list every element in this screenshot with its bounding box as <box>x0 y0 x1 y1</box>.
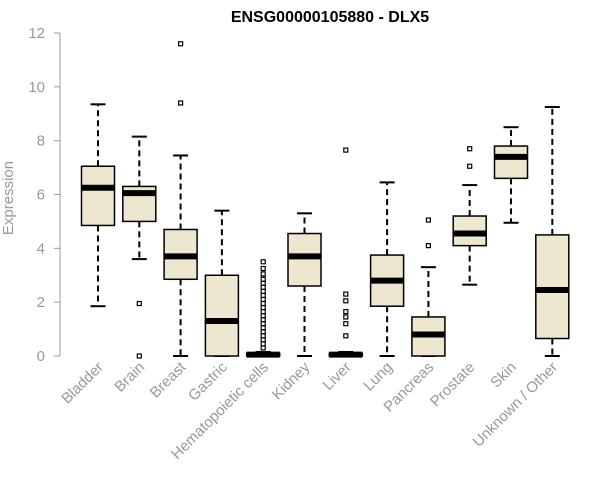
outlier-point <box>425 217 431 223</box>
outlier-point <box>136 353 142 359</box>
outlier-point <box>343 147 349 153</box>
outlier-point <box>343 291 349 297</box>
y-tick-label: 12 <box>28 25 45 42</box>
x-tick-label: Prostate <box>427 359 479 411</box>
box-kidney <box>287 212 322 357</box>
outlier-point <box>343 308 349 315</box>
box-breast <box>163 41 198 357</box>
outlier-point <box>260 300 266 307</box>
outlier-point <box>260 313 266 319</box>
y-tick-label: 2 <box>37 294 45 311</box>
outlier-point <box>260 265 266 272</box>
box-liver <box>328 147 364 358</box>
y-tick-label: 6 <box>37 187 45 204</box>
x-tick-label: Breast <box>147 358 190 401</box>
x-tick-label: Skin <box>487 359 520 392</box>
outlier-point <box>343 321 349 327</box>
outlier-point <box>178 100 184 106</box>
outlier-point <box>260 304 266 311</box>
outlier-point <box>343 298 349 304</box>
outlier-point <box>467 146 473 152</box>
outlier-point <box>178 41 184 47</box>
outlier-point <box>260 271 266 277</box>
box-bladder <box>80 103 116 308</box>
outlier-point <box>343 314 349 320</box>
box-gastric <box>204 209 240 357</box>
outlier-point <box>260 308 266 315</box>
x-tick-label: Liver <box>320 359 355 394</box>
outlier-point <box>260 276 266 282</box>
box-unknown-other <box>535 106 570 357</box>
iqr-box <box>287 232 322 287</box>
outlier-point <box>467 163 473 169</box>
outlier-point <box>260 337 266 343</box>
outlier-point <box>260 259 266 265</box>
box-hematopoietic-cells <box>245 259 281 358</box>
x-tick-label: Brain <box>111 359 148 396</box>
iqr-box <box>535 234 570 340</box>
y-axis-ticks: 0 2 4 6 8 10 12 <box>28 25 60 365</box>
y-tick-label: 0 <box>37 348 45 365</box>
box-brain <box>122 135 157 359</box>
iqr-box <box>80 165 116 227</box>
outlier-point <box>260 292 266 299</box>
box-series <box>80 41 570 359</box>
outlier-point <box>260 333 266 339</box>
outlier-point <box>260 329 266 335</box>
y-tick-label: 8 <box>37 133 45 150</box>
outlier-point <box>343 333 349 339</box>
outlier-point <box>260 345 266 351</box>
x-tick-label: Bladder <box>58 359 107 408</box>
y-tick-label: 4 <box>37 240 45 257</box>
outlier-point <box>260 325 266 331</box>
box-lung <box>369 181 405 357</box>
outlier-point <box>260 284 266 290</box>
box-skin <box>493 126 529 224</box>
outlier-point <box>260 317 266 323</box>
y-axis-label: Expression <box>0 161 17 235</box>
outlier-point <box>260 296 266 303</box>
y-tick-label: 10 <box>28 79 45 96</box>
outlier-point <box>260 341 266 347</box>
outlier-point <box>136 300 142 307</box>
outlier-point <box>425 243 431 249</box>
chart-title: ENSG00000105880 - DLX5 <box>231 9 429 26</box>
outlier-point <box>260 321 266 327</box>
x-tick-label: Kidney <box>269 358 314 403</box>
box-prostate <box>452 146 487 286</box>
outlier-point <box>260 280 266 286</box>
iqr-box <box>204 274 240 357</box>
outlier-point <box>260 288 266 294</box>
iqr-box <box>493 145 529 180</box>
x-tick-label: Lung <box>360 359 396 395</box>
box-pancreas <box>411 217 446 357</box>
